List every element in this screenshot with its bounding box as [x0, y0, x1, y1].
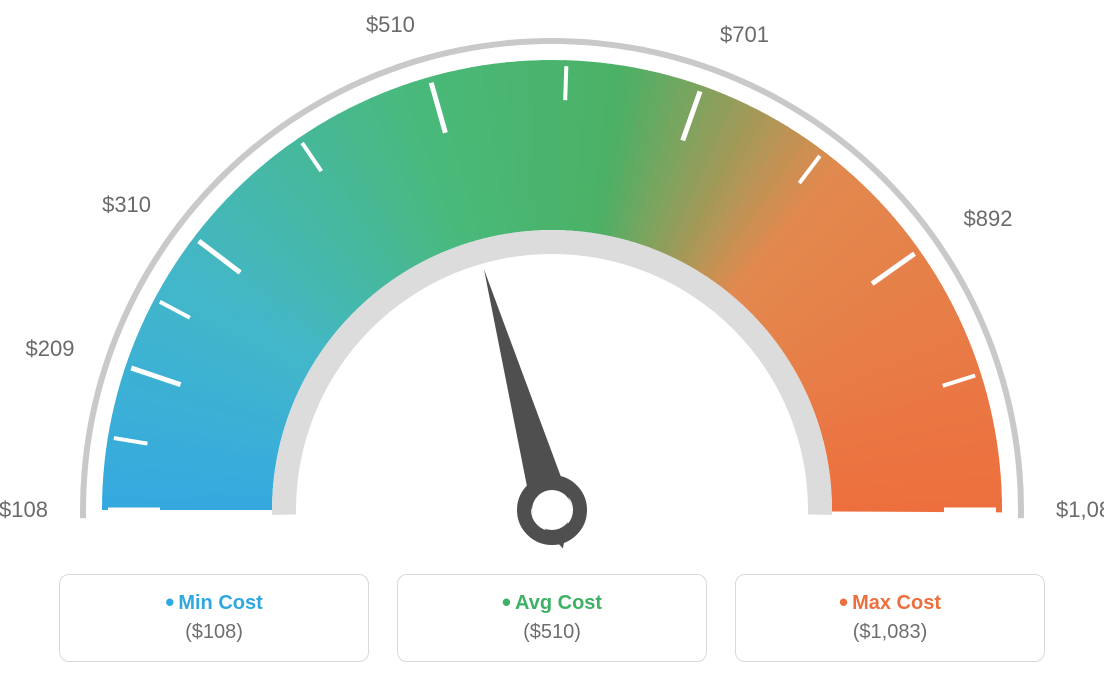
legend-title-min-text: Min Cost [178, 592, 262, 615]
legend-card-max: • Max Cost ($1,083) [735, 574, 1045, 662]
legend-title-avg: • Avg Cost [502, 592, 602, 615]
tick-label: $701 [720, 22, 769, 48]
tick-label: $209 [26, 336, 75, 362]
legend-title-min: • Min Cost [165, 592, 263, 615]
dot-icon: • [502, 597, 511, 607]
legend-title-avg-text: Avg Cost [515, 592, 602, 615]
tick-label: $108 [0, 497, 48, 523]
tick-label: $310 [102, 192, 151, 218]
legend-row: • Min Cost ($108) • Avg Cost ($510) • Ma… [0, 574, 1104, 662]
legend-value-avg: ($510) [523, 621, 581, 644]
gauge-area: $108 $209 $310 $510 $701 $892 $1,083 [0, 0, 1104, 560]
gauge-chart-container: $108 $209 $310 $510 $701 $892 $1,083 • Min Cos… [0, 0, 1104, 690]
tick-label: $892 [964, 206, 1013, 232]
legend-value-max: ($1,083) [853, 621, 928, 644]
tick-label: $510 [366, 12, 415, 38]
legend-card-min: • Min Cost ($108) [59, 574, 369, 662]
legend-value-min: ($108) [185, 621, 243, 644]
dot-icon: • [165, 597, 174, 607]
tick-label: $1,083 [1056, 497, 1104, 523]
legend-title-max: • Max Cost [839, 592, 941, 615]
legend-card-avg: • Avg Cost ($510) [397, 574, 707, 662]
legend-title-max-text: Max Cost [852, 592, 941, 615]
dot-icon: • [839, 597, 848, 607]
gauge-svg [0, 10, 1104, 570]
